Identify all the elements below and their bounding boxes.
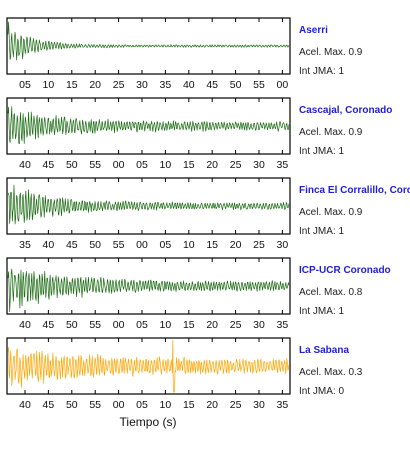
tick-label: 30 xyxy=(277,239,289,251)
tick-label: 15 xyxy=(206,239,218,251)
panel-frame xyxy=(6,337,291,395)
tick-label: 50 xyxy=(89,239,101,251)
tick-label: 40 xyxy=(19,319,31,331)
tick-label: 05 xyxy=(19,79,31,91)
trace-panel: 40 45 50 55 00 05 10 15 20 25 30 35 Cascajal, Corona… xyxy=(6,97,392,171)
jma-intensity-label: Int JMA: 1 xyxy=(299,306,344,317)
tick-label: 20 xyxy=(206,319,218,331)
tick-label: 35 xyxy=(277,159,289,171)
pga-label: Acel. Max. 0.8 xyxy=(299,287,363,298)
tick-label: 30 xyxy=(136,79,148,91)
tick-label: 10 xyxy=(160,319,172,331)
tick-label: 50 xyxy=(66,319,78,331)
tick-label: 15 xyxy=(183,319,195,331)
panel-frame xyxy=(6,97,291,155)
tick-label: 15 xyxy=(66,79,78,91)
tick-label: 30 xyxy=(253,319,265,331)
tick-label: 20 xyxy=(230,239,242,251)
tick-label: 20 xyxy=(89,79,101,91)
tick-label: 45 xyxy=(43,399,55,411)
tick-label: 10 xyxy=(160,399,172,411)
tick-label: 25 xyxy=(230,159,242,171)
pga-label: Acel. Max. 0.9 xyxy=(299,127,363,138)
tick-label: 10 xyxy=(183,239,195,251)
trace-panel: 05 10 15 20 25 30 35 40 45 50 55 00 Aserri Acel. Max.… xyxy=(6,17,363,91)
tick-label: 15 xyxy=(183,159,195,171)
tick-label: 00 xyxy=(277,79,289,91)
tick-label: 45 xyxy=(43,319,55,331)
tick-label: 25 xyxy=(253,239,265,251)
waveform-trace xyxy=(7,184,290,225)
jma-intensity-label: Int JMA: 0 xyxy=(299,386,344,397)
tick-label: 05 xyxy=(136,159,148,171)
tick-label: 25 xyxy=(230,399,242,411)
tick-label: 55 xyxy=(89,159,101,171)
tick-label: 20 xyxy=(206,159,218,171)
waveform-trace xyxy=(7,268,290,312)
tick-label: 10 xyxy=(160,159,172,171)
tick-label: 00 xyxy=(113,399,125,411)
tick-label: 00 xyxy=(136,239,148,251)
tick-label: 00 xyxy=(113,159,125,171)
station-name: Aserri xyxy=(299,25,328,36)
tick-label: 45 xyxy=(66,239,78,251)
tick-label: 50 xyxy=(66,399,78,411)
trace-panel: 40 45 50 55 00 05 10 15 20 25 30 35 ICP-UCR Coronado… xyxy=(6,257,391,331)
tick-label: 15 xyxy=(183,399,195,411)
tick-label: 10 xyxy=(43,79,55,91)
panel-frame xyxy=(6,257,291,315)
tick-label: 25 xyxy=(230,319,242,331)
tick-label: 50 xyxy=(230,79,242,91)
tick-label: 35 xyxy=(277,319,289,331)
tick-label: 55 xyxy=(89,319,101,331)
station-name: La Sabana xyxy=(299,345,349,356)
tick-label: 55 xyxy=(113,239,125,251)
station-name: Cascajal, Coronado xyxy=(299,105,392,116)
tick-label: 05 xyxy=(160,239,172,251)
tick-label: 45 xyxy=(206,79,218,91)
trace-panel: 40 45 50 55 00 05 10 15 20 25 30 35 La Sabana Acel. M… xyxy=(6,337,363,411)
panel-frame xyxy=(6,17,291,75)
waveform-trace xyxy=(7,106,290,145)
tick-label: 05 xyxy=(136,399,148,411)
pga-label: Acel. Max. 0.3 xyxy=(299,367,363,378)
tick-label: 20 xyxy=(206,399,218,411)
tick-label: 40 xyxy=(43,239,55,251)
trace-panel: 35 40 45 50 55 00 05 10 15 20 25 30 Finca El Corrali… xyxy=(6,177,410,251)
tick-label: 40 xyxy=(183,79,195,91)
tick-label: 55 xyxy=(253,79,265,91)
pga-label: Acel. Max. 0.9 xyxy=(299,207,363,218)
tick-label: 05 xyxy=(136,319,148,331)
tick-label: 35 xyxy=(19,239,31,251)
station-name: ICP-UCR Coronado xyxy=(299,265,391,276)
tick-label: 00 xyxy=(113,319,125,331)
waveform-trace xyxy=(7,21,290,61)
tick-label: 35 xyxy=(160,79,172,91)
panel-frame xyxy=(6,177,291,235)
tick-label: 45 xyxy=(43,159,55,171)
tick-label: 30 xyxy=(253,159,265,171)
tick-label: 30 xyxy=(253,399,265,411)
jma-intensity-label: Int JMA: 1 xyxy=(299,146,344,157)
pga-label: Acel. Max. 0.9 xyxy=(299,47,363,58)
tick-label: 55 xyxy=(89,399,101,411)
tick-label: 40 xyxy=(19,159,31,171)
jma-intensity-label: Int JMA: 1 xyxy=(299,66,344,77)
tick-label: 50 xyxy=(66,159,78,171)
waveform-trace xyxy=(7,339,290,393)
x-axis-title: Tiempo (s) xyxy=(120,415,177,429)
tick-label: 40 xyxy=(19,399,31,411)
tick-label: 35 xyxy=(277,399,289,411)
tick-label: 25 xyxy=(113,79,125,91)
station-name: Finca El Corralillo, Coronado xyxy=(299,185,410,196)
jma-intensity-label: Int JMA: 1 xyxy=(299,226,344,237)
